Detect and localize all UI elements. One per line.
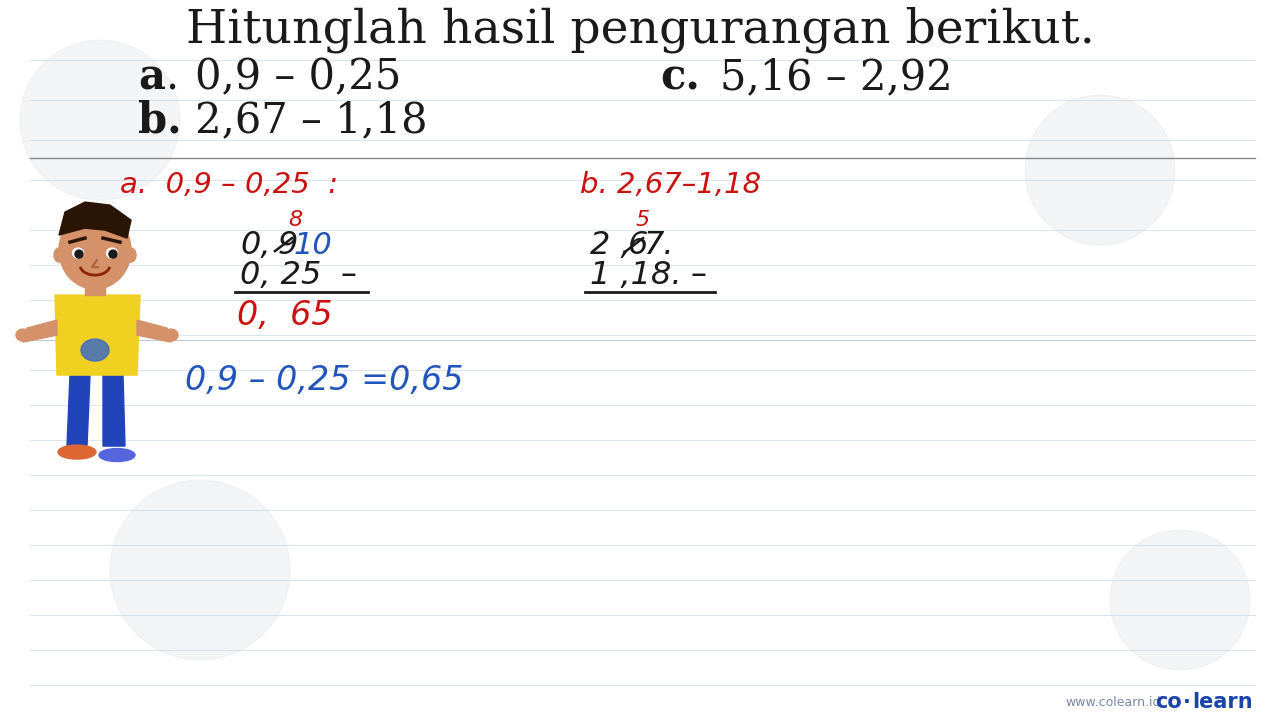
Text: 6: 6 [628, 230, 649, 261]
Text: 7.: 7. [643, 230, 673, 261]
Text: 5,16 – 2,92: 5,16 – 2,92 [719, 56, 952, 98]
Polygon shape [23, 320, 58, 342]
Ellipse shape [73, 248, 83, 258]
Ellipse shape [81, 339, 109, 361]
Text: 0,: 0, [241, 230, 270, 261]
Ellipse shape [125, 248, 136, 262]
Text: .: . [165, 56, 178, 98]
Text: 0,9 – 0,25: 0,9 – 0,25 [195, 56, 402, 98]
Text: co: co [1155, 692, 1181, 712]
Polygon shape [55, 295, 140, 375]
Text: learn: learn [1192, 692, 1253, 712]
Polygon shape [59, 202, 131, 238]
Ellipse shape [58, 445, 96, 459]
Ellipse shape [15, 329, 29, 341]
Text: ·: · [1183, 692, 1190, 712]
Text: a.  0,9 – 0,25  :: a. 0,9 – 0,25 : [120, 171, 338, 199]
Ellipse shape [106, 248, 118, 258]
Text: b. 2,67–1,18: b. 2,67–1,18 [580, 171, 762, 199]
Text: 0, 25: 0, 25 [241, 260, 321, 291]
Text: a: a [138, 56, 165, 98]
Circle shape [20, 40, 180, 200]
Text: www.colearn.id: www.colearn.id [1065, 696, 1161, 708]
Text: c.: c. [660, 56, 700, 98]
Text: 10: 10 [294, 230, 333, 260]
Circle shape [1110, 530, 1251, 670]
Text: 1 ,18.: 1 ,18. [590, 260, 681, 291]
Circle shape [110, 480, 291, 660]
Text: 2,67 – 1,18: 2,67 – 1,18 [195, 99, 428, 141]
Ellipse shape [59, 211, 131, 289]
Polygon shape [102, 375, 125, 446]
Bar [84, 277, 105, 295]
Text: 8: 8 [288, 210, 302, 230]
Ellipse shape [99, 449, 134, 462]
Text: 0,9 – 0,25 =0,65: 0,9 – 0,25 =0,65 [186, 364, 463, 397]
Text: 2 ,: 2 , [590, 230, 631, 261]
Polygon shape [67, 375, 90, 446]
Circle shape [76, 250, 83, 258]
Text: –: – [690, 260, 707, 291]
Ellipse shape [54, 248, 64, 262]
Circle shape [1025, 95, 1175, 245]
Text: –: – [340, 260, 356, 291]
Circle shape [109, 250, 116, 258]
Text: Hitunglah hasil pengurangan berikut.: Hitunglah hasil pengurangan berikut. [186, 7, 1094, 53]
Polygon shape [137, 320, 172, 342]
Text: b.: b. [138, 99, 182, 141]
Ellipse shape [164, 329, 178, 341]
Text: 5: 5 [636, 210, 650, 230]
Text: 9: 9 [278, 230, 298, 261]
Text: 0,  65: 0, 65 [237, 299, 333, 332]
